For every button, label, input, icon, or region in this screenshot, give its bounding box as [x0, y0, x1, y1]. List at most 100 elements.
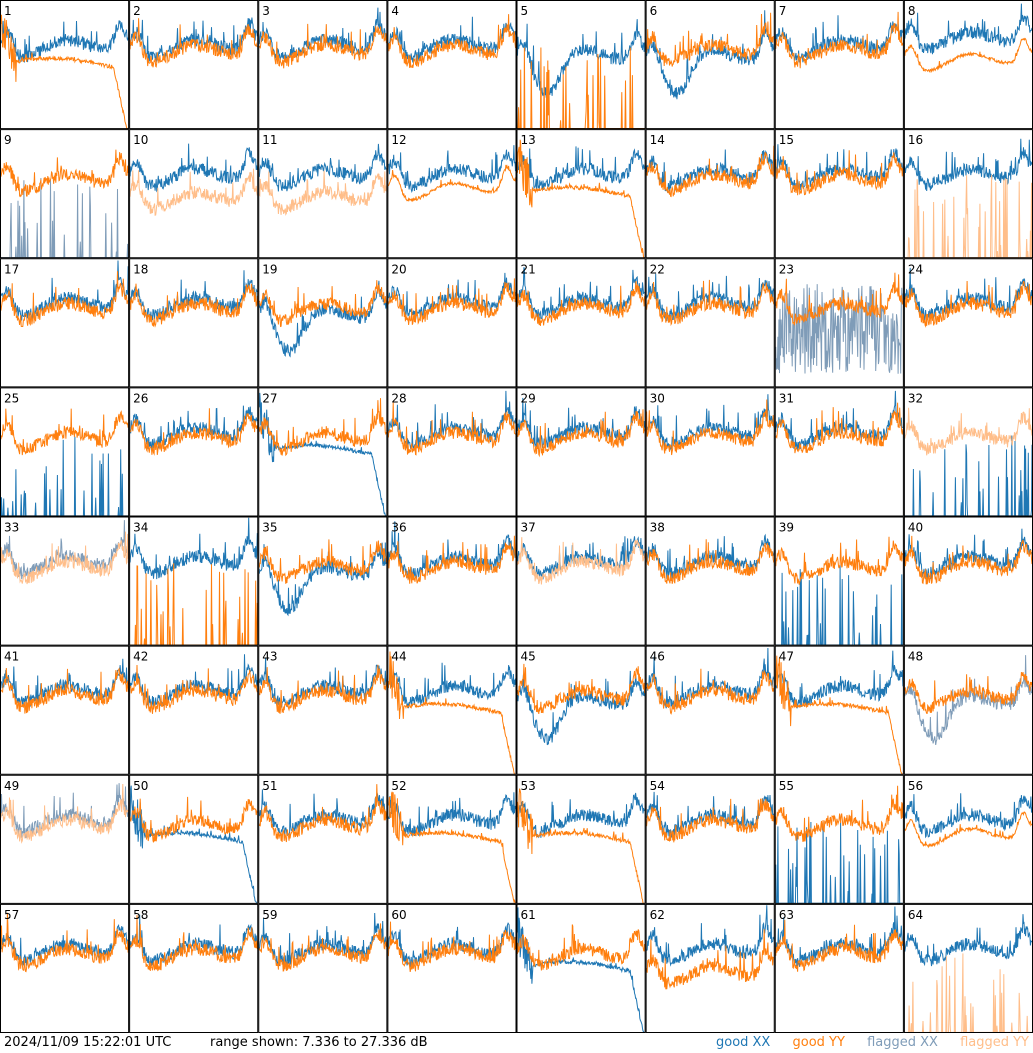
- panel-frame: [0, 129, 130, 259]
- antenna-label: 42: [133, 650, 148, 664]
- trace-yy-ant-12: [387, 164, 516, 203]
- trace-xx-ant-16: [904, 138, 1033, 192]
- panel-frame: [387, 516, 517, 646]
- trace-yy-ant-9: [0, 149, 129, 198]
- panel-frame: [258, 645, 388, 775]
- panel-frame: [0, 0, 130, 130]
- trace-xx-ant-28: [388, 390, 516, 450]
- antenna-label: 39: [779, 521, 794, 535]
- antenna-label: 50: [133, 779, 148, 793]
- antenna-label: 28: [391, 391, 406, 405]
- trace-yy-ant-11: [258, 170, 387, 216]
- trace-xx-ant-15: [775, 144, 904, 191]
- panel-frame: [516, 903, 646, 1033]
- panel-ant-56: 56: [903, 774, 1033, 904]
- panel-frame: [387, 129, 517, 259]
- trace-yy-ant-7: [775, 11, 904, 69]
- trace-yy-ant-30: [646, 399, 775, 456]
- trace-xx-ant-12: [388, 145, 516, 193]
- trace-xx-ant-1: [0, 20, 129, 63]
- panel-frame: [516, 645, 646, 775]
- panel-frame: [774, 903, 904, 1033]
- panel-frame: [387, 0, 517, 130]
- panel-ant-10: 10: [129, 129, 259, 259]
- trace-xx-ant-27: [258, 392, 387, 517]
- trace-yy-ant-14: [646, 145, 775, 198]
- panel-frame: [129, 516, 259, 646]
- panel-frame: [129, 129, 259, 259]
- panel-ant-5: 5: [516, 0, 646, 130]
- panel-ant-41: 41: [0, 645, 130, 775]
- antenna-label: 7: [779, 4, 787, 18]
- antenna-label: 43: [262, 650, 277, 664]
- panel-frame: [0, 774, 130, 904]
- panel-ant-35: 35: [258, 516, 388, 646]
- panel-ant-22: 22: [645, 258, 775, 388]
- trace-yy-ant-48: [904, 671, 1033, 714]
- trace-yy-ant-37: [517, 537, 646, 585]
- panel-frame: [774, 774, 904, 904]
- trace-yy-ant-47: [775, 655, 903, 775]
- antenna-label: 61: [521, 908, 536, 922]
- panel-ant-13: 13: [516, 129, 646, 259]
- panel-ant-11: 11: [258, 129, 388, 259]
- panel-ant-48: 48: [903, 645, 1033, 775]
- legend-flagged-xx: flagged XX: [867, 1035, 938, 1050]
- panel-ant-18: 18: [129, 258, 259, 388]
- antenna-label: 15: [779, 133, 794, 147]
- panel-ant-57: 57: [0, 903, 130, 1033]
- trace-yy-ant-64: [904, 953, 1032, 1033]
- panel-frame: [387, 387, 517, 517]
- trace-yy-ant-38: [646, 539, 775, 584]
- antenna-label: 44: [391, 650, 406, 664]
- panel-ant-37: 37: [516, 516, 646, 646]
- panel-ant-17: 17: [0, 258, 130, 388]
- trace-yy-ant-33: [0, 531, 129, 585]
- antenna-label: 62: [650, 908, 665, 922]
- antenna-label: 38: [650, 521, 665, 535]
- panel-ant-20: 20: [387, 258, 517, 388]
- trace-xx-ant-47: [775, 650, 904, 709]
- panel-ant-51: 51: [258, 774, 388, 904]
- panel-frame: [903, 774, 1033, 904]
- panel-frame: [516, 387, 646, 517]
- panel-ant-15: 15: [774, 129, 904, 259]
- panel-ant-42: 42: [129, 645, 259, 775]
- trace-xx-ant-52: [387, 792, 516, 837]
- antenna-label: 2: [133, 4, 141, 18]
- trace-xx-ant-41: [0, 658, 129, 709]
- panel-frame: [774, 0, 904, 130]
- trace-xx-ant-10: [129, 143, 258, 193]
- antenna-label: 41: [4, 650, 19, 664]
- antenna-label: 53: [521, 779, 536, 793]
- panel-frame: [387, 258, 517, 388]
- panel-ant-34: 34: [129, 516, 259, 646]
- trace-yy-ant-35: [258, 539, 387, 584]
- panel-ant-53: 53: [516, 774, 646, 904]
- trace-xx-ant-23: [775, 284, 904, 374]
- trace-xx-ant-64: [904, 914, 1033, 967]
- antenna-label: 63: [779, 908, 794, 922]
- trace-yy-ant-22: [646, 279, 775, 327]
- trace-yy-ant-57: [0, 912, 129, 973]
- antenna-label: 36: [391, 521, 406, 535]
- trace-xx-ant-7: [775, 15, 904, 63]
- panel-ant-16: 16: [903, 129, 1033, 259]
- trace-yy-ant-39: [775, 536, 904, 585]
- panel-ant-2: 2: [129, 0, 259, 130]
- trace-yy-ant-42: [129, 664, 258, 714]
- trace-xx-ant-19: [258, 280, 387, 358]
- antenna-label: 14: [650, 133, 665, 147]
- panel-frame: [645, 129, 775, 259]
- panel-ant-1: 1: [0, 0, 130, 130]
- trace-yy-ant-51: [258, 784, 387, 843]
- legend-good-yy: good YY: [792, 1035, 845, 1050]
- trace-yy-ant-53: [517, 788, 645, 904]
- panel-ant-8: 8: [903, 0, 1033, 130]
- trace-yy-ant-4: [387, 14, 516, 68]
- trace-yy-ant-8: [904, 37, 1033, 73]
- panel-frame: [258, 774, 388, 904]
- panel-ant-12: 12: [387, 129, 517, 259]
- trace-xx-ant-34: [129, 517, 258, 580]
- panel-ant-33: 33: [0, 516, 130, 646]
